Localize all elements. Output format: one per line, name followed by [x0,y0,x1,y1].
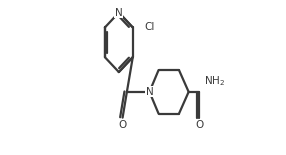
Text: O: O [195,120,204,130]
Text: N: N [115,8,123,18]
Text: O: O [118,120,127,130]
Text: Cl: Cl [145,22,155,32]
Text: N: N [146,87,153,97]
Text: NH$_2$: NH$_2$ [204,74,225,88]
